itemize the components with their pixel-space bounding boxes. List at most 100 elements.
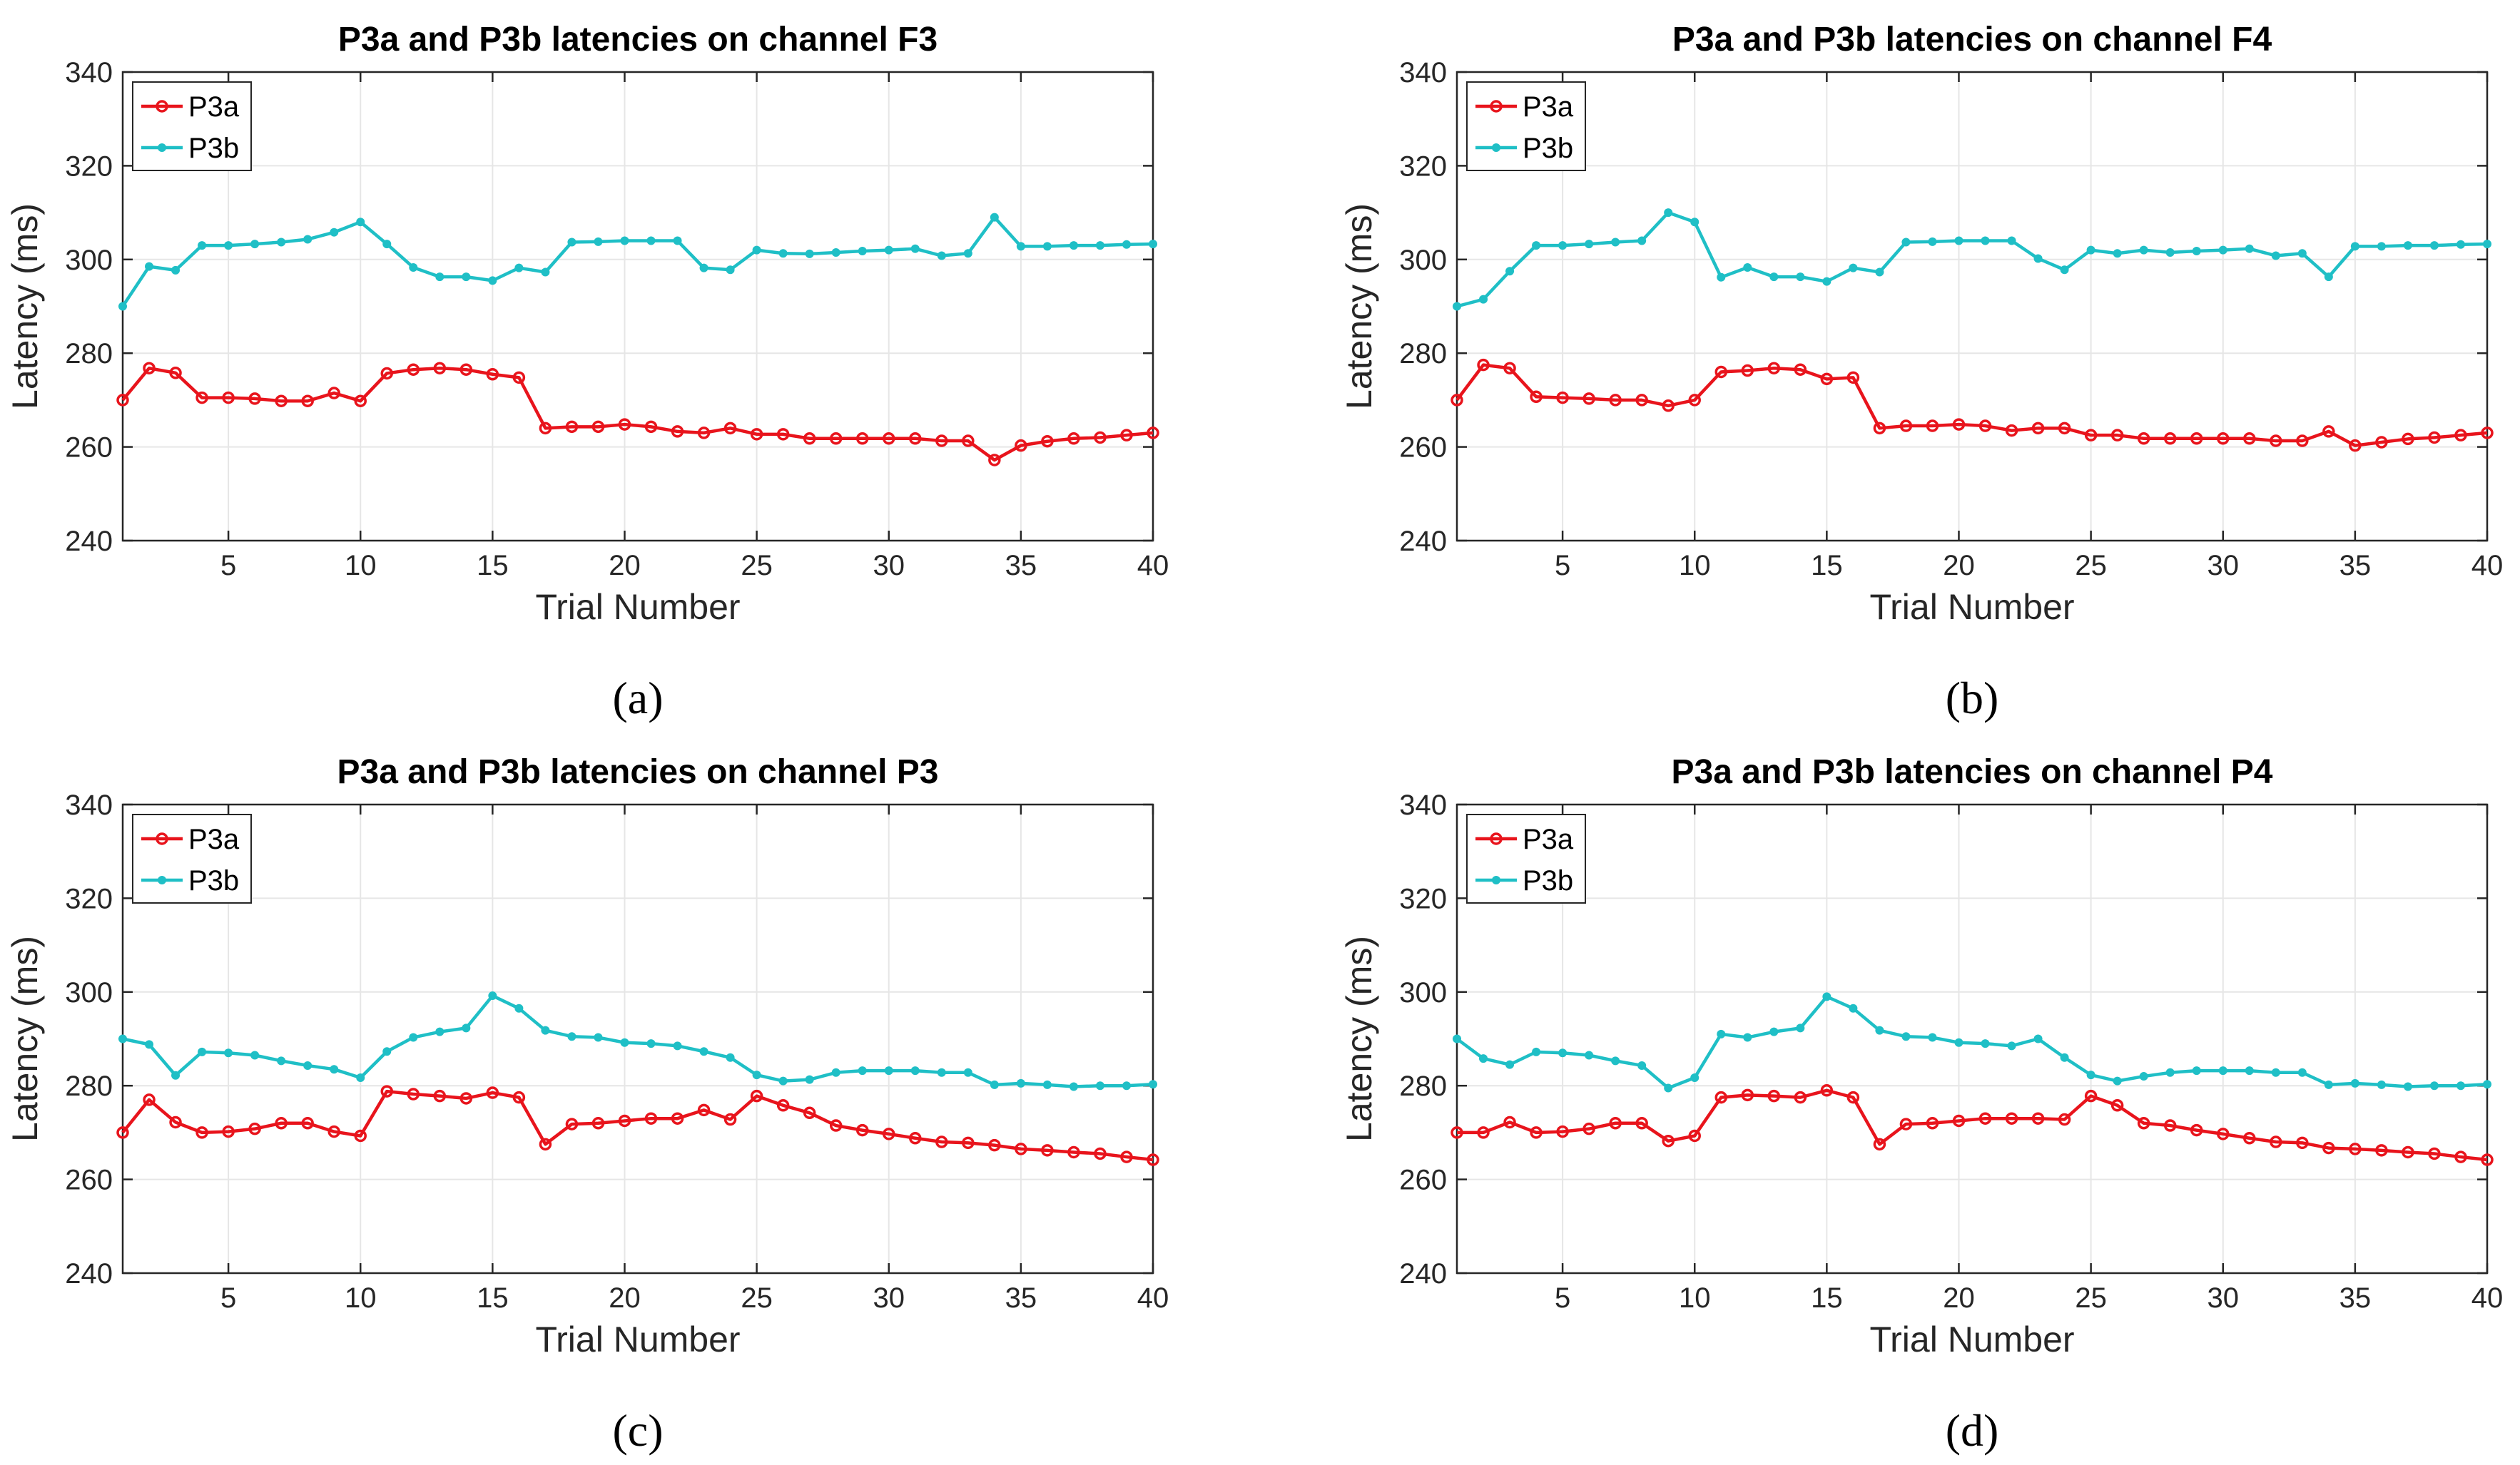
data-point-p3b: [594, 237, 603, 246]
legend-label: P3a: [1523, 824, 1574, 855]
data-point-p3a: [248, 1122, 261, 1135]
data-point-p3a: [354, 394, 367, 407]
data-point-p3b: [462, 272, 471, 282]
data-point-p3b: [1095, 1081, 1104, 1091]
data-point-p3b: [118, 1034, 127, 1043]
data-point-p3b: [1069, 241, 1078, 250]
x-tick-label: 5: [1555, 550, 1570, 581]
data-point-p3a: [1582, 1122, 1595, 1135]
data-point-p3b: [1664, 1083, 1673, 1093]
data-point-p3b: [594, 1033, 603, 1042]
data-point-p3b: [145, 1040, 154, 1049]
data-point-p3a: [565, 1118, 579, 1130]
data-point-p3a: [407, 363, 420, 376]
x-tick-label: 25: [2075, 550, 2107, 581]
data-point-p3a: [433, 1089, 447, 1103]
data-point-p3a: [618, 418, 631, 431]
data-point-p3a: [565, 420, 579, 434]
x-axis-label: Trial Number: [1869, 587, 2074, 627]
data-point-p3a: [2031, 422, 2045, 435]
x-tick-label: 10: [345, 1282, 377, 1314]
data-point-p3b: [1901, 1032, 1911, 1041]
legend-marker: [158, 876, 166, 884]
data-point-p3a: [697, 427, 711, 439]
data-point-p3a: [1530, 390, 1543, 404]
data-point-p3a: [1926, 419, 1939, 432]
data-point-p3b: [409, 1033, 418, 1042]
data-point-p3b: [330, 1065, 339, 1074]
data-point-p3b: [2060, 1053, 2069, 1062]
data-point-p3b: [2350, 1078, 2359, 1088]
data-point-p3b: [1611, 238, 1620, 247]
y-tick-label: 260: [1399, 1165, 1447, 1196]
data-point-p3a: [1094, 431, 1107, 444]
data-point-p3a: [1041, 1144, 1054, 1157]
data-point-p3b: [2377, 1080, 2386, 1089]
data-point-p3b: [1637, 236, 1647, 245]
data-point-p3b: [2324, 272, 2333, 282]
data-point-p3b: [1822, 277, 1831, 286]
data-point-p3b: [1558, 1048, 1568, 1058]
x-tick-label: 20: [609, 1282, 641, 1314]
data-point-p3a: [671, 425, 684, 438]
data-point-p3a: [1926, 1117, 1939, 1130]
y-tick-label: 340: [65, 790, 113, 821]
data-point-p3a: [2216, 432, 2230, 445]
y-tick-label: 240: [65, 526, 113, 557]
data-point-p3a: [512, 1091, 526, 1104]
data-point-p3a: [195, 1126, 208, 1139]
data-point-p3a: [222, 1125, 235, 1138]
y-tick-label: 300: [1399, 977, 1447, 1009]
data-point-p3b: [646, 236, 656, 245]
data-point-p3b: [1016, 242, 1025, 251]
data-point-p3a: [1741, 1088, 1754, 1102]
chart-panel-2: 5 10 15 20 25 30 35 40 240 260 280 300 320 340 P3a and…: [1339, 21, 2503, 723]
data-point-p3b: [990, 1080, 999, 1089]
data-point-p3b: [1954, 236, 1963, 245]
data-point-p3b: [2403, 1082, 2412, 1091]
y-tick-label: 260: [65, 432, 113, 464]
plot-area: [123, 72, 1153, 541]
data-point-p3b: [726, 1053, 735, 1062]
x-axis-label: Trial Number: [535, 587, 740, 627]
data-point-p3b: [2007, 236, 2016, 245]
data-point-p3b: [462, 1024, 471, 1033]
data-point-p3a: [248, 392, 261, 405]
x-tick-label: 10: [345, 550, 377, 581]
chart-panel-4: 5 10 15 20 25 30 35 40 240 260 280 300 320 340 P3a and…: [1339, 753, 2503, 1456]
data-point-p3a: [2163, 432, 2177, 445]
y-tick-label: 340: [1399, 57, 1447, 88]
data-point-p3b: [356, 218, 365, 227]
x-tick-label: 30: [873, 1282, 905, 1314]
data-point-p3b: [1954, 1038, 1963, 1047]
chart-panel-3: 5 10 15 20 25 30 35 40 240 260 280 300 320 340 P3a and…: [5, 753, 1169, 1456]
x-tick-label: 25: [2075, 1282, 2107, 1314]
data-point-p3b: [2271, 251, 2280, 260]
data-point-p3a: [2270, 434, 2282, 447]
data-point-p3a: [2216, 1128, 2230, 1140]
y-axis-label: Latency (ms): [5, 936, 45, 1142]
data-point-p3a: [275, 1117, 288, 1130]
data-point-p3a: [1041, 434, 1054, 448]
data-point-p3a: [169, 367, 182, 379]
data-point-p3a: [1556, 1125, 1569, 1138]
y-tick-label: 320: [1399, 883, 1447, 914]
data-point-p3a: [829, 1119, 843, 1132]
data-point-p3b: [2113, 1076, 2122, 1086]
data-point-p3b: [224, 241, 233, 250]
data-point-p3b: [567, 238, 576, 247]
data-point-p3b: [277, 1056, 286, 1066]
legend-marker: [1492, 143, 1500, 152]
y-tick-label: 280: [1399, 1071, 1447, 1102]
data-point-p3b: [858, 246, 867, 255]
data-point-p3b: [858, 1066, 867, 1076]
data-point-p3a: [354, 1129, 367, 1143]
series-line-p3b: [122, 994, 1154, 1088]
data-point-p3a: [671, 1112, 684, 1125]
x-tick-label: 10: [1679, 1282, 1711, 1314]
data-point-p3a: [723, 1113, 737, 1126]
data-point-p3a: [1635, 1117, 1648, 1130]
data-point-p3a: [116, 394, 129, 407]
